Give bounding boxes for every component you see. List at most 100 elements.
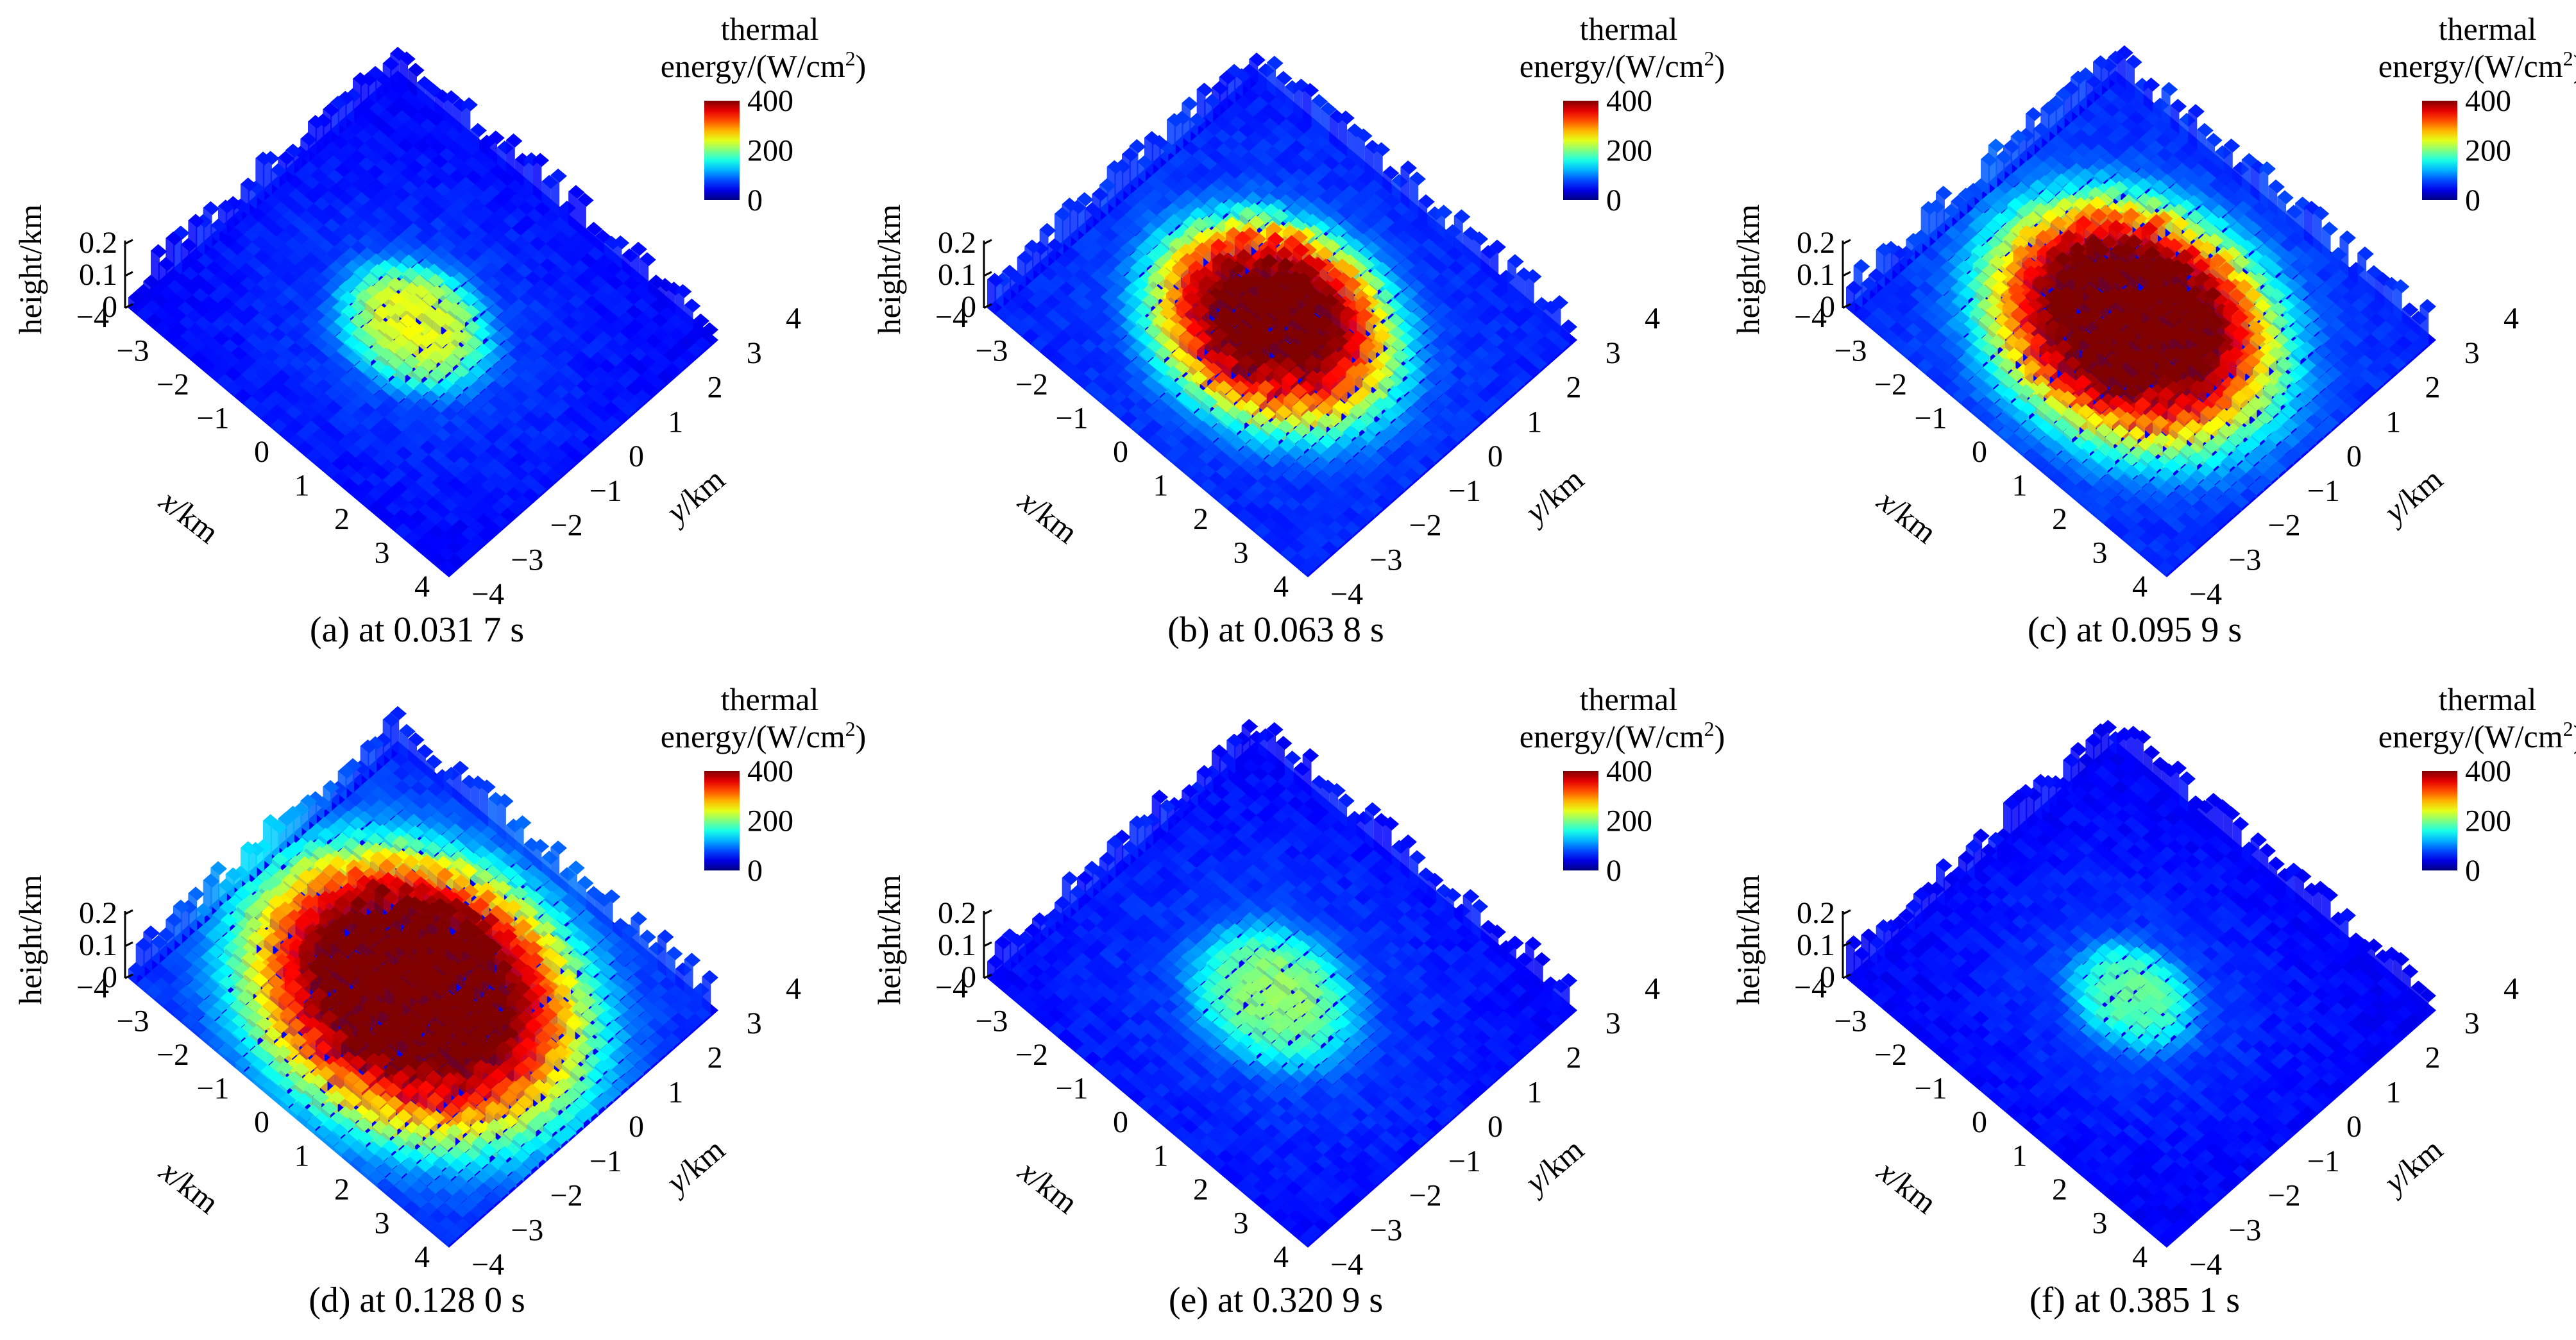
surface-cell [485,865,502,879]
surface-cell [2233,254,2250,269]
surface-cell [437,935,453,950]
surface-cell [436,361,453,376]
surface-cell [633,375,650,389]
surface-cell [2074,142,2092,157]
surface-cell [407,160,425,174]
surface-cell [265,362,282,377]
surface-cell [1388,236,1405,251]
surface-cell [603,402,620,416]
surface-cell [1931,330,1947,345]
surface-cell [2056,128,2074,142]
surface-cell [343,247,360,262]
surface-cell [453,211,470,226]
surface-cell [1527,314,1543,328]
surface-cell [2168,182,2185,197]
surface-cell [444,276,461,291]
surface-cell [396,793,412,808]
surface-cell [1449,352,1466,366]
surface-cell [2370,327,2387,342]
surface-cell [240,276,257,291]
surface-cell [511,375,528,390]
surface-cell [340,291,357,305]
surface-cell [433,490,450,505]
surface-cell [1343,425,1359,440]
surface-cell [533,1101,550,1115]
surface-cell [457,990,474,1005]
surface-cell [459,999,476,1013]
surface-cell [2216,171,2233,186]
surface-cell [2228,207,2245,221]
surface-cell [2351,375,2368,389]
surface-cell [618,1058,635,1073]
surface-cell [2228,450,2245,464]
surface-cell [471,471,489,486]
surface-cell [1091,360,1108,375]
surface-cell [1289,461,1306,476]
surface-cell [2198,157,2215,171]
surface-cell [2056,269,2073,284]
surface-cell [2236,360,2253,375]
x-tick-label: −2 [157,368,189,402]
surface-cell [2227,346,2244,361]
surface-cell [1054,316,1071,331]
surface-cell [1350,250,1366,265]
surface-cell [1196,331,1212,346]
surface-cell [1123,346,1139,361]
surface-cell [1468,303,1486,318]
surface-cell [1247,131,1264,145]
surface-cell [2158,482,2175,496]
surface-cell [395,201,412,216]
surface-cell [373,951,389,965]
surface-cell [2139,531,2155,546]
surface-cell [296,427,313,441]
surface-cell [604,1085,622,1100]
surface-cell [1090,346,1106,360]
surface-cell [1502,319,1520,334]
surface-cell [350,471,366,486]
surface-cell [391,752,409,767]
surface-cell [1078,233,1095,248]
surface-cell [1020,300,1037,315]
surface-cell [305,357,322,372]
surface-cell [448,823,464,838]
surface-cell [521,320,538,334]
surface-cell [2309,289,2326,303]
surface-cell [1305,462,1322,477]
surface-cell [633,298,650,312]
surface-cell [346,198,363,213]
surface-cell [584,962,601,977]
surface-cell [374,235,391,250]
surface-cell [2245,287,2262,302]
surface-cell [2115,138,2131,153]
surface-cell [323,449,339,464]
surface-cell [2213,216,2230,231]
surface-cell [2360,305,2377,320]
surface-cell [2248,396,2265,411]
surface-cell [390,706,407,720]
surface-cell [403,354,420,369]
surface-cell [2018,128,2035,142]
surface-cell [1164,189,1180,204]
surface-cell [569,386,586,400]
surface-cell [473,485,490,500]
z-axis-title: height/km [12,205,48,335]
surface-cell [1087,241,1104,255]
surface-cell [367,832,384,847]
surface-cell [1295,341,1312,356]
surface-cell [423,390,439,405]
surface-cell [2335,388,2353,402]
surface-cell [1880,314,1897,329]
surface-cell [533,355,550,370]
surface-cell [379,445,396,460]
surface-cell [2355,340,2372,355]
surface-cell [213,922,230,936]
surface-cell [2208,316,2224,330]
surface-cell [251,312,269,327]
surface-cell [579,909,595,924]
surface-cell [654,1011,671,1026]
surface-cell [2244,208,2261,223]
surface-cell [427,350,445,364]
surface-cell [1194,318,1211,333]
surface-cell [407,825,425,840]
surface-cell [1479,325,1496,340]
